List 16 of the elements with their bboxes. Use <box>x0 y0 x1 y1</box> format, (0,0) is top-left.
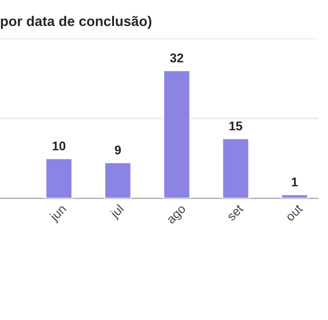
bar <box>44 158 73 198</box>
data-label: 32 <box>170 54 184 62</box>
x-tick-label: out <box>285 204 304 222</box>
chart-title: por data de conclusão) <box>0 16 152 29</box>
data-label: 1 <box>292 178 298 186</box>
data-label: 9 <box>114 146 121 154</box>
data-label: 10 <box>52 142 66 150</box>
bar <box>104 162 132 198</box>
x-tick-label: ago <box>167 205 188 226</box>
bar <box>280 194 309 198</box>
x-tick-label: jul <box>109 204 126 221</box>
x-tick-label: set <box>226 204 244 222</box>
x-tick-label: jun <box>48 204 68 224</box>
data-label: 15 <box>230 122 242 130</box>
bar <box>222 138 250 198</box>
bar <box>162 70 191 198</box>
